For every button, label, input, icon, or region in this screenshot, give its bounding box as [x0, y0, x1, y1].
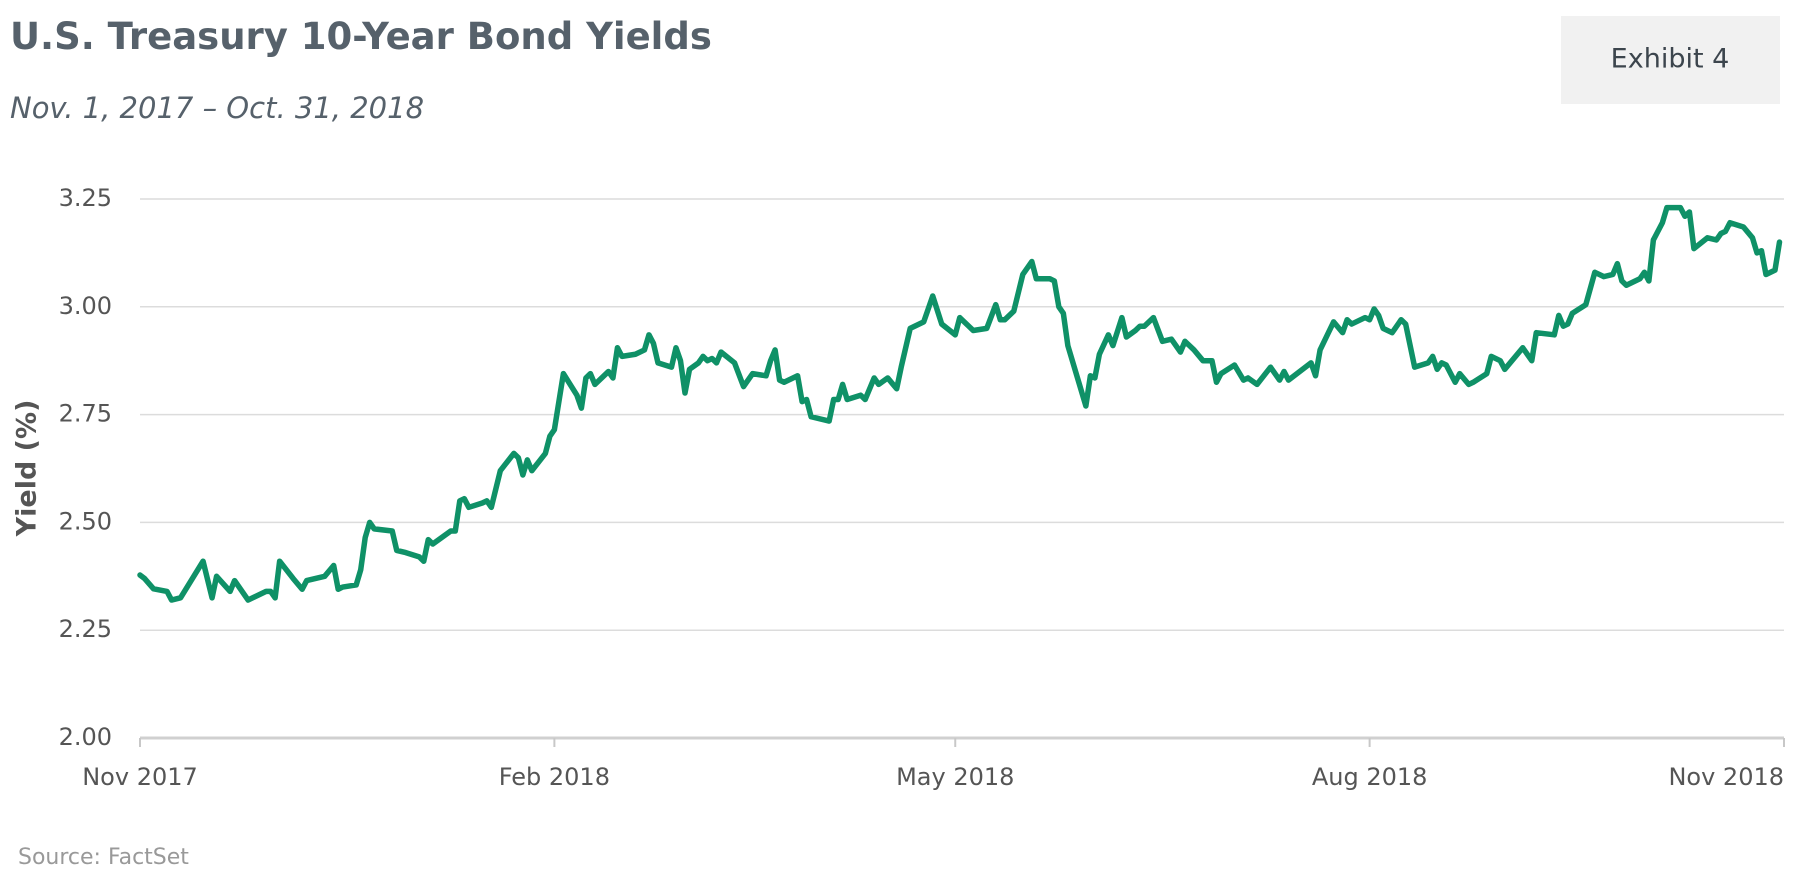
x-tick-label: May 2018	[896, 763, 1014, 791]
exhibit-box	[1561, 16, 1780, 104]
x-tick-label: Nov 2018	[1668, 763, 1784, 791]
y-tick-label: 2.75	[59, 400, 112, 428]
y-tick-label: 3.25	[59, 184, 112, 212]
chart-title: U.S. Treasury 10-Year Bond Yields	[10, 15, 712, 58]
x-tick-label: Feb 2018	[499, 763, 610, 791]
x-tick-label: Nov 2017	[82, 763, 198, 791]
y-tick-label: 2.50	[59, 507, 112, 535]
y-axis-label: Yield (%)	[12, 400, 43, 538]
source-note: Source: FactSet	[18, 845, 189, 870]
y-tick-label: 3.00	[59, 292, 112, 320]
exhibit-label: Exhibit 4	[1611, 44, 1730, 75]
y-tick-label: 2.25	[59, 615, 112, 643]
x-tick-label: Aug 2018	[1312, 763, 1428, 791]
chart-subtitle: Nov. 1, 2017 – Oct. 31, 2018	[10, 91, 424, 125]
y-tick-label: 2.00	[59, 723, 112, 751]
yield-line	[137, 204, 1783, 603]
